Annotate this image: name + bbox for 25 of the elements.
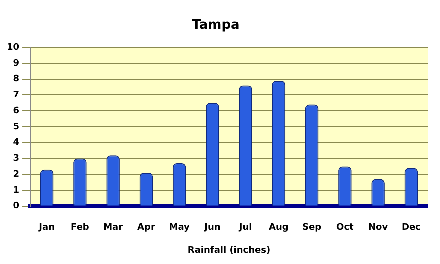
y-tick-label: 4 — [13, 138, 20, 148]
y-tick-label: 10 — [6, 42, 20, 53]
x-tick-label: Mar — [104, 223, 124, 234]
y-tick-label: 6 — [13, 106, 20, 116]
x-tick-label: Jun — [204, 223, 221, 234]
x-tick-label: May — [169, 223, 190, 234]
x-tick-label: Oct — [336, 223, 355, 234]
x-tick-label: Feb — [71, 223, 90, 234]
y-tick-label: 8 — [13, 74, 20, 85]
x-tick-label: Sep — [302, 223, 322, 234]
y-tick-label: 1 — [13, 186, 20, 196]
x-tick-label: Apr — [138, 223, 156, 234]
y-tick-label: 2 — [13, 170, 20, 180]
x-tick-label: Nov — [368, 223, 388, 234]
y-tick-label: 7 — [13, 90, 20, 101]
y-tick-label: 5 — [13, 122, 20, 132]
x-tick-label: Dec — [402, 223, 421, 234]
y-tick-label: 3 — [13, 154, 20, 164]
x-tick-label: Aug — [269, 223, 289, 234]
x-tick-label: Jan — [38, 223, 56, 234]
chart-title: Tampa — [192, 18, 240, 34]
y-tick-label: 0 — [13, 202, 20, 212]
x-axis-title: Rainfall (inches) — [188, 246, 271, 256]
y-tick-label: 9 — [13, 58, 20, 69]
x-tick-label: Jul — [238, 223, 252, 234]
